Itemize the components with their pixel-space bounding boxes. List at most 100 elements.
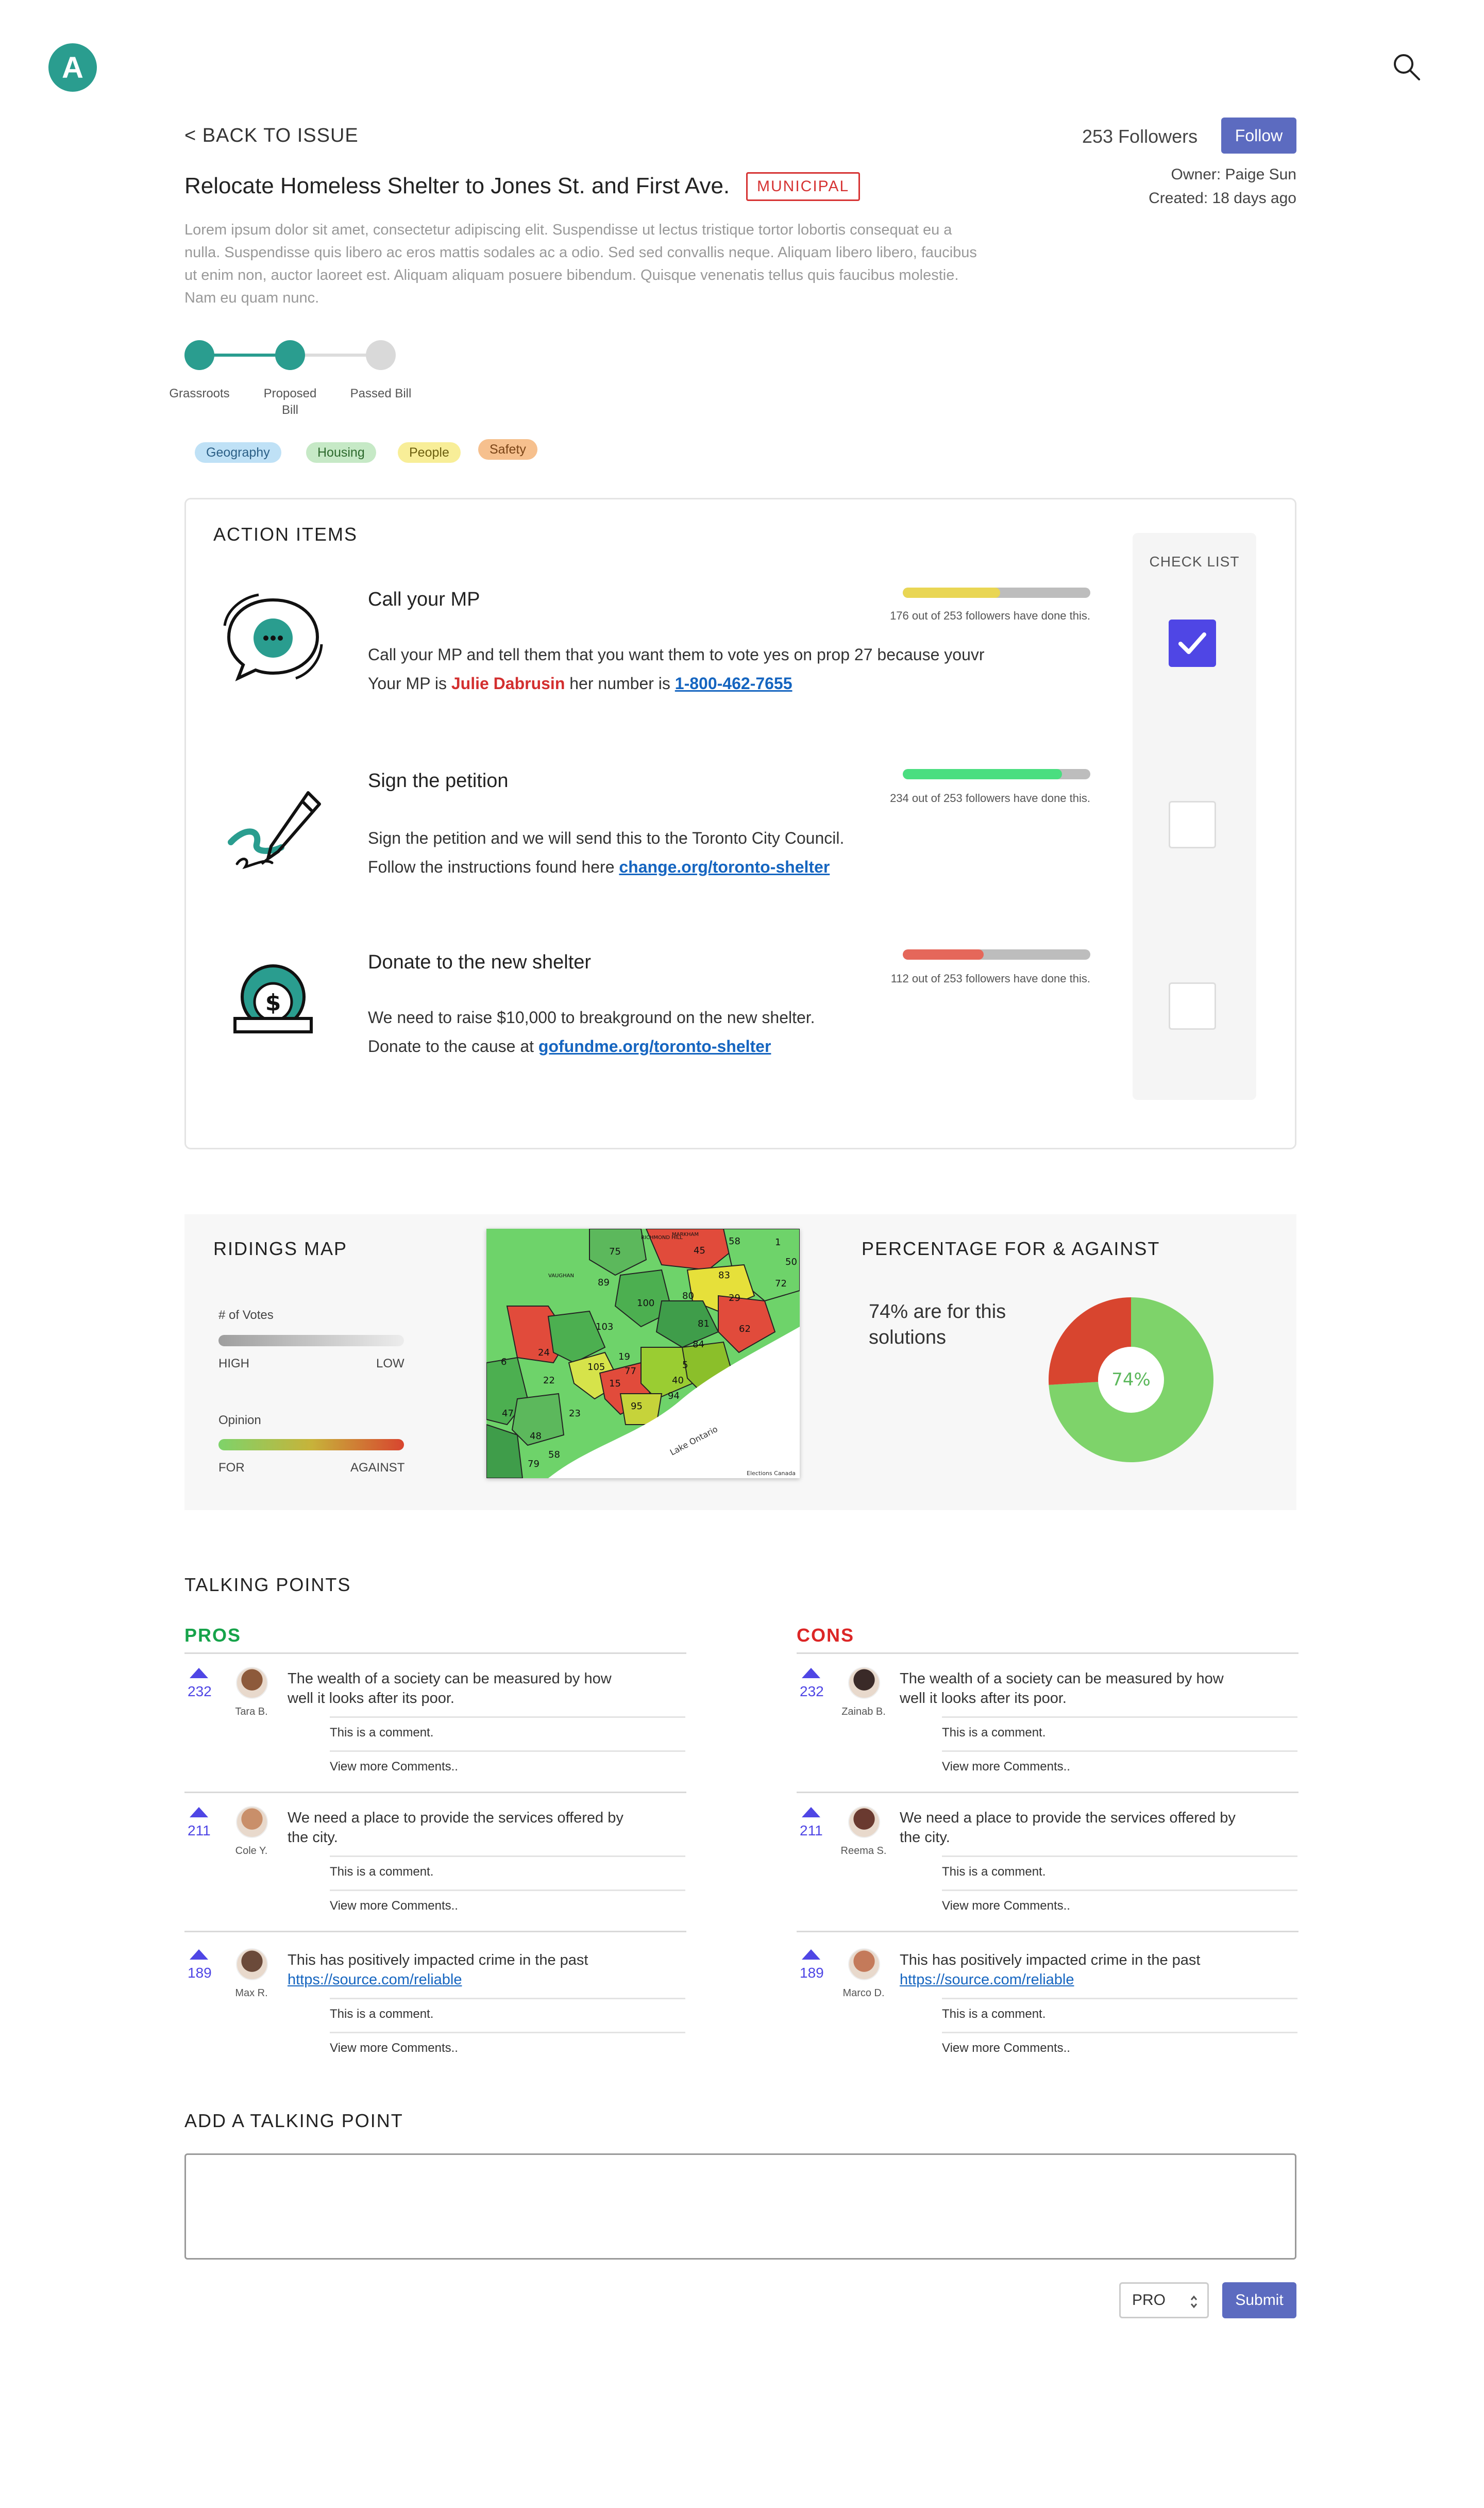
map-riding-number: 80 (682, 1291, 694, 1301)
action-item-line: We need to raise $10,000 to breakground … (368, 1008, 815, 1027)
talking-point-body: We need a place to provide the services … (288, 1810, 623, 1846)
map-riding-number: 22 (543, 1375, 555, 1386)
stage-line-done (199, 354, 290, 357)
view-more-comments-link[interactable]: View more Comments.. (330, 1760, 458, 1774)
map-riding-number: 103 (596, 1322, 613, 1332)
comment-text: This is a comment. (942, 1726, 1046, 1740)
point-type-value: PRO (1132, 2292, 1166, 2309)
map-riding-number: 58 (548, 1449, 560, 1460)
action-items-title: ACTION ITEMS (213, 524, 358, 545)
stage-label: Proposed Bill (263, 387, 317, 417)
page-title: Relocate Homeless Shelter to Jones St. a… (184, 173, 730, 198)
opinion-legend-bar (218, 1439, 404, 1450)
upvote-arrow-icon[interactable] (802, 1949, 820, 1960)
talking-point-body: The wealth of a society can be measured … (288, 1670, 612, 1707)
point-type-select[interactable]: PRO (1119, 2282, 1209, 2318)
comment-divider (942, 2032, 1297, 2033)
tag-people[interactable]: People (398, 442, 461, 463)
user-avatar (236, 1806, 268, 1838)
action-progress-count: 112 out of 253 followers have done this. (890, 972, 1090, 985)
checklist-checkbox-donate[interactable] (1169, 982, 1216, 1030)
user-name: Reema S. (840, 1845, 887, 1857)
upvote-arrow-icon[interactable] (802, 1668, 820, 1678)
map-riding-number: 100 (637, 1298, 654, 1309)
view-more-comments-link[interactable]: View more Comments.. (942, 2041, 1070, 2055)
map-riding-number: 79 (528, 1459, 539, 1469)
select-arrows-icon (1190, 2295, 1198, 2309)
user-avatar (848, 1806, 880, 1838)
talking-point-text: This has positively impacted crime in th… (900, 1950, 1250, 1989)
map-riding-number: 94 (668, 1391, 680, 1401)
map-riding-number: 23 (569, 1408, 581, 1419)
upvote-arrow-icon[interactable] (190, 1949, 208, 1960)
user-name: Max R. (235, 1987, 268, 1999)
app-logo[interactable]: A (48, 43, 97, 92)
map-riding-number: 83 (718, 1270, 730, 1281)
checklist-checkbox-call[interactable] (1169, 620, 1216, 667)
action-progress-bar (903, 588, 1090, 598)
action-item-line: Donate to the cause at gofundme.org/toro… (368, 1032, 815, 1061)
upvote-arrow-icon[interactable] (190, 1668, 208, 1678)
action-items-card (184, 498, 1296, 1149)
talking-point-divider (184, 1792, 686, 1793)
user-name: Tara B. (235, 1706, 268, 1717)
comment-divider (942, 1855, 1297, 1857)
petition-link[interactable]: change.org/toronto-shelter (619, 858, 830, 876)
action-progress-count: 234 out of 253 followers have done this. (890, 792, 1090, 805)
search-icon[interactable] (1391, 52, 1422, 82)
view-more-comments-link[interactable]: View more Comments.. (330, 1899, 458, 1913)
owner-text: Owner: Paige Sun (1171, 166, 1296, 183)
user-avatar (848, 1948, 880, 1980)
talking-point-text: The wealth of a society can be measured … (288, 1669, 638, 1708)
talking-point-divider (184, 1931, 686, 1932)
tag-safety[interactable]: Safety (478, 439, 537, 460)
talking-point-divider (797, 1931, 1298, 1932)
ridings-map-title: RIDINGS MAP (213, 1238, 348, 1259)
talking-point-text: This has positively impacted crime in th… (288, 1950, 638, 1989)
view-more-comments-link[interactable]: View more Comments.. (942, 1899, 1070, 1913)
talking-point-text: The wealth of a society can be measured … (900, 1669, 1250, 1708)
checkmark-icon (1178, 632, 1206, 654)
upvote-arrow-icon[interactable] (190, 1807, 208, 1817)
pen-signature-icon (228, 791, 321, 870)
comment-divider (942, 1750, 1297, 1752)
map-riding-number: 24 (538, 1347, 550, 1358)
pros-heading: PROS (184, 1625, 242, 1646)
view-more-comments-link[interactable]: View more Comments.. (330, 2041, 458, 2055)
talking-point-body: This has positively impacted crime in th… (288, 1952, 588, 1968)
donate-link[interactable]: gofundme.org/toronto-shelter (538, 1037, 771, 1056)
comment-divider (330, 1998, 685, 1999)
action-progress-fill (903, 588, 1001, 598)
upvote-arrow-icon[interactable] (802, 1807, 820, 1817)
action-progress-bar (903, 769, 1090, 779)
checklist-title: CHECK LIST (1149, 554, 1240, 570)
svg-text:$: $ (265, 990, 281, 1016)
view-more-comments-link[interactable]: View more Comments.. (942, 1760, 1070, 1774)
talking-point-divider (797, 1792, 1298, 1793)
votes-legend-high: HIGH (218, 1357, 249, 1370)
comment-divider (942, 1716, 1297, 1718)
talking-point-source-link[interactable]: https://source.com/reliable (900, 1971, 1074, 1988)
follow-button[interactable]: Follow (1221, 118, 1296, 154)
tag-geography[interactable]: Geography (195, 442, 281, 463)
back-to-issue-link[interactable]: < BACK TO ISSUE (184, 125, 359, 146)
talking-point-source-link[interactable]: https://source.com/reliable (288, 1971, 462, 1988)
comment-divider (330, 1750, 685, 1752)
map-riding-number: 6 (501, 1357, 507, 1367)
stage-dot-passed (366, 340, 396, 370)
stage-tracker: Grassroots Proposed Bill Passed Bill (169, 340, 442, 433)
donate-prefix: Donate to the cause at (368, 1037, 538, 1056)
map-riding-number: 72 (775, 1278, 787, 1289)
talking-point-textarea[interactable] (184, 2153, 1296, 2260)
talking-point-body: We need a place to provide the services … (900, 1810, 1236, 1846)
map-riding-number: 29 (729, 1293, 740, 1303)
action-item-title: Call your MP (368, 589, 480, 610)
submit-button[interactable]: Submit (1222, 2282, 1296, 2318)
tag-housing[interactable]: Housing (306, 442, 376, 463)
category-badge: MUNICIPAL (746, 172, 861, 201)
mp-phone-link[interactable]: 1-800-462-7655 (674, 674, 792, 693)
checklist-checkbox-petition[interactable] (1169, 801, 1216, 848)
talking-point-body: This has positively impacted crime in th… (900, 1952, 1201, 1968)
comment-divider (330, 2032, 685, 2033)
